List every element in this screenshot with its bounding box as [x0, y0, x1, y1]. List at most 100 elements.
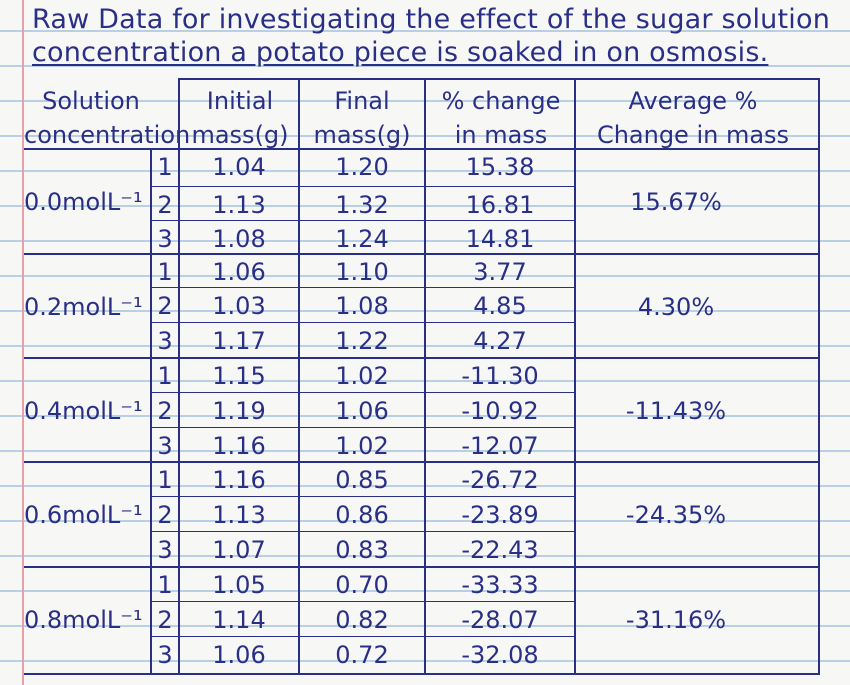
trial-number: 3: [157, 536, 173, 564]
header-concentration-line-2: concentration: [24, 121, 191, 149]
header-final-line-2: mass(g): [313, 121, 411, 149]
trial-number: 2: [157, 191, 173, 219]
final-mass: 0.72: [335, 641, 389, 669]
concentration-label: 0.0molL⁻¹: [24, 188, 143, 216]
percent-change: -22.43: [461, 536, 539, 564]
column-divider-trial-initial: [178, 148, 180, 673]
percent-change: 4.85: [473, 292, 527, 320]
percent-change: -23.89: [461, 501, 539, 529]
trial-number: 2: [157, 501, 173, 529]
header-average-line-2: Change in mass: [596, 121, 790, 149]
row-separator: [150, 601, 574, 602]
header-divider-concentration: [178, 78, 180, 148]
initial-mass: 1.19: [212, 397, 266, 425]
column-divider-final-change: [424, 78, 426, 673]
column-divider-change-average: [574, 78, 576, 673]
trial-number: 2: [157, 397, 173, 425]
trial-number: 3: [157, 641, 173, 669]
percent-change: -10.92: [461, 397, 539, 425]
final-mass: 1.22: [335, 327, 389, 355]
header-concentration-line-1: Solution: [42, 87, 140, 115]
initial-mass: 1.16: [212, 432, 266, 460]
initial-mass: 1.15: [212, 362, 266, 390]
group-separator: [24, 253, 820, 255]
initial-mass: 1.07: [212, 536, 266, 564]
trial-number: 1: [157, 362, 173, 390]
initial-mass: 1.14: [212, 606, 266, 634]
percent-change: 4.27: [473, 327, 527, 355]
final-mass: 0.82: [335, 606, 389, 634]
final-mass: 1.32: [335, 191, 389, 219]
row-separator: [150, 531, 574, 532]
trial-number: 1: [157, 153, 173, 181]
average-change: 4.30%: [637, 293, 715, 321]
final-mass: 0.83: [335, 536, 389, 564]
table-right-border: [818, 78, 820, 673]
final-mass: 1.20: [335, 153, 389, 181]
percent-change: 14.81: [465, 225, 535, 253]
final-mass: 1.10: [335, 258, 389, 286]
percent-change: -32.08: [461, 641, 539, 669]
row-separator: [150, 322, 574, 323]
trial-number: 2: [157, 606, 173, 634]
trial-number: 1: [157, 571, 173, 599]
average-change: -11.43%: [625, 397, 727, 425]
trial-number: 1: [157, 466, 173, 494]
row-separator: [150, 220, 574, 221]
final-mass: 1.02: [335, 362, 389, 390]
percent-change: -26.72: [461, 466, 539, 494]
row-separator: [150, 287, 574, 288]
title-line-1: Raw Data for investigating the effect of…: [32, 4, 831, 35]
trial-number: 1: [157, 258, 173, 286]
margin-line: [22, 0, 24, 685]
header-bottom-border: [24, 148, 820, 150]
percent-change: 16.81: [465, 191, 535, 219]
concentration-label: 0.2molL⁻¹: [24, 293, 143, 321]
final-mass: 1.08: [335, 292, 389, 320]
average-change: -24.35%: [625, 501, 727, 529]
initial-mass: 1.17: [212, 327, 266, 355]
initial-mass: 1.08: [212, 225, 266, 253]
column-divider-concentration-trial: [150, 148, 152, 673]
final-mass: 0.85: [335, 466, 389, 494]
percent-change: 3.77: [473, 258, 527, 286]
initial-mass: 1.06: [212, 258, 266, 286]
average-change: -31.16%: [625, 606, 727, 634]
table-top-border: [178, 78, 818, 80]
row-separator: [150, 427, 574, 428]
group-separator: [24, 566, 820, 568]
initial-mass: 1.03: [212, 292, 266, 320]
final-mass: 0.70: [335, 571, 389, 599]
row-separator: [150, 186, 574, 187]
header-change-line-2: in mass: [454, 121, 548, 149]
trial-number: 3: [157, 225, 173, 253]
percent-change: -11.30: [461, 362, 539, 390]
header-initial-line-2: mass(g): [191, 121, 289, 149]
group-separator: [24, 461, 820, 463]
header-average-line-1: Average %: [628, 87, 758, 115]
row-separator: [150, 392, 574, 393]
percent-change: -12.07: [461, 432, 539, 460]
concentration-label: 0.8molL⁻¹: [24, 606, 143, 634]
row-separator: [150, 636, 574, 637]
concentration-label: 0.4molL⁻¹: [24, 397, 143, 425]
initial-mass: 1.13: [212, 191, 266, 219]
percent-change: -28.07: [461, 606, 539, 634]
percent-change: 15.38: [465, 153, 535, 181]
trial-number: 2: [157, 292, 173, 320]
group-separator: [24, 357, 820, 359]
title-line-2: concentration a potato piece is soaked i…: [32, 37, 769, 68]
final-mass: 1.24: [335, 225, 389, 253]
initial-mass: 1.05: [212, 571, 266, 599]
table-bottom-border: [24, 673, 820, 675]
column-divider-initial-final: [298, 78, 300, 673]
row-separator: [150, 496, 574, 497]
final-mass: 1.02: [335, 432, 389, 460]
header-initial-line-1: Initial: [206, 87, 274, 115]
concentration-label: 0.6molL⁻¹: [24, 501, 143, 529]
percent-change: -33.33: [461, 571, 539, 599]
initial-mass: 1.06: [212, 641, 266, 669]
trial-number: 3: [157, 327, 173, 355]
header-change-line-1: % change: [441, 87, 561, 115]
trial-number: 3: [157, 432, 173, 460]
